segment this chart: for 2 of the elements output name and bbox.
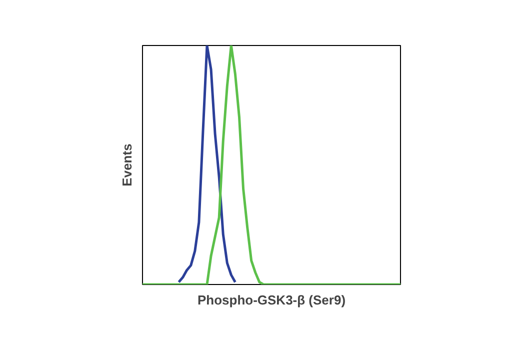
y-axis-title: Events <box>120 144 134 186</box>
x-axis-title: Phospho-GSK3-β (Ser9) <box>197 292 346 308</box>
